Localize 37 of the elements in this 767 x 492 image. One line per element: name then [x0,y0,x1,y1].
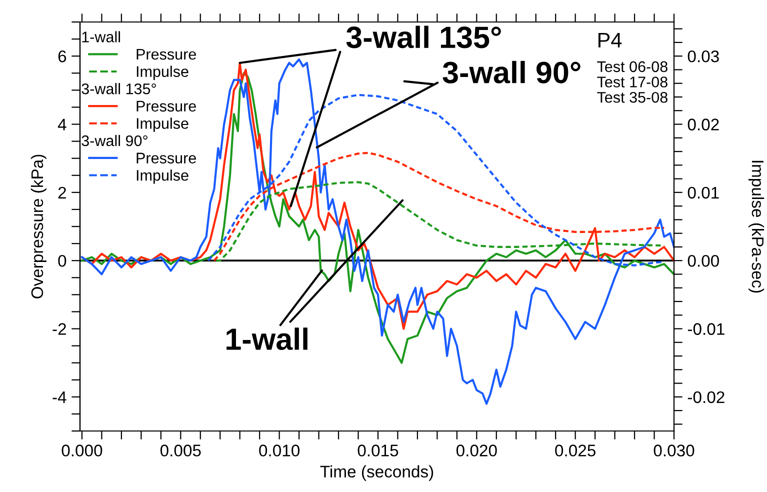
x-tick-label: 0.015 [358,444,398,456]
legend-label: Pressure [136,49,196,60]
annotation: Test 06-08 Test 17-08 Test 35-08 [597,61,668,103]
y-axis-title: Overpressure (kPa) [30,154,46,298]
x-tick-label: 0.005 [160,444,201,456]
x-axis-title: Time (seconds) [320,465,434,481]
y2-tick-label: 0.00 [688,254,719,267]
y2-tick-label: 0.01 [688,186,719,199]
y-tick-label: 4 [58,118,66,130]
y2-tick-label: -0.02 [688,391,724,404]
legend-label: Impulse [136,170,188,184]
x-tick-label: 0.010 [259,444,300,456]
y2-tick-label: 0.02 [688,118,719,130]
x-tick-label: 0.020 [456,444,497,456]
legend-label: Impulse [136,66,188,80]
y-tick-label: 0 [58,254,66,267]
legend-label: Pressure [136,152,196,164]
y2-tick-label: 0.03 [688,50,719,62]
annotation: 1-wall [82,31,120,42]
y2-tick-label: -0.01 [688,323,724,335]
legend-label: Pressure [136,100,196,112]
x-tick-label: 0.030 [654,444,694,456]
y-tick-label: -4 [52,391,66,403]
line-series [213,152,666,262]
annotation: 3-wall 135° [346,26,501,48]
annotation: 3-wall 135° [82,83,156,94]
annotation: P4 [598,32,622,48]
x-tick-label: 0.000 [62,444,102,456]
y-tick-label: -2 [52,323,66,335]
annotation: 3-wall 90° [82,134,148,146]
annotation: 1-wall [226,328,308,350]
y2-axis-title: Impulse (kPa-sec) [748,160,764,293]
x-tick-label: 0.025 [555,444,596,456]
y-tick-label: 2 [58,186,66,198]
y-tick-label: 6 [58,50,66,62]
annotation: 3-wall 90° [442,60,580,84]
legend-label: Impulse [136,118,188,132]
